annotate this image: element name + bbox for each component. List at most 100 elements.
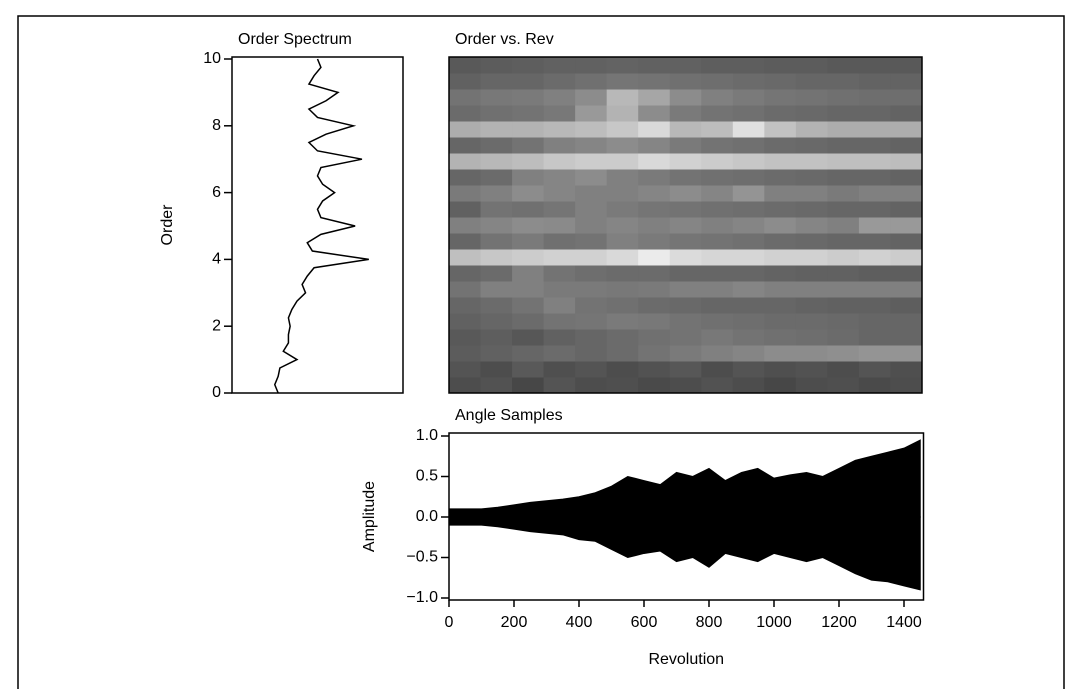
heat-cell bbox=[449, 329, 482, 346]
heat-cell bbox=[890, 217, 923, 234]
heat-cell bbox=[480, 121, 513, 138]
heat-cell bbox=[858, 281, 891, 298]
heat-cell bbox=[701, 121, 734, 138]
heat-cell bbox=[606, 233, 639, 250]
heat-cell bbox=[512, 89, 545, 106]
heat-cell bbox=[575, 201, 608, 218]
heat-cell bbox=[638, 377, 671, 394]
heat-cell bbox=[795, 249, 828, 266]
heat-cell bbox=[669, 329, 702, 346]
heat-cell bbox=[543, 265, 576, 282]
heat-cell bbox=[795, 233, 828, 250]
heat-cell bbox=[638, 345, 671, 362]
heat-cell bbox=[764, 345, 797, 362]
heat-cell bbox=[606, 329, 639, 346]
heat-cell bbox=[480, 137, 513, 154]
heat-cell bbox=[543, 217, 576, 234]
heat-cell bbox=[449, 57, 482, 74]
chart-title: Order Spectrum bbox=[238, 31, 352, 48]
heat-cell bbox=[480, 329, 513, 346]
y-tick-label: −1.0 bbox=[406, 589, 438, 606]
heat-cell bbox=[701, 281, 734, 298]
heat-cell bbox=[449, 265, 482, 282]
heat-cell bbox=[764, 313, 797, 330]
heat-cell bbox=[480, 169, 513, 186]
heat-cell bbox=[858, 105, 891, 122]
heat-cell bbox=[480, 297, 513, 314]
heat-cell bbox=[764, 153, 797, 170]
heat-cell bbox=[575, 137, 608, 154]
heat-cell bbox=[827, 281, 860, 298]
heat-cell bbox=[764, 121, 797, 138]
heat-cell bbox=[827, 313, 860, 330]
heat-cell bbox=[512, 121, 545, 138]
heat-cell bbox=[575, 265, 608, 282]
heat-cell bbox=[669, 377, 702, 394]
heat-cell bbox=[890, 73, 923, 90]
heat-cell bbox=[543, 297, 576, 314]
heat-cell bbox=[512, 281, 545, 298]
heat-cell bbox=[606, 105, 639, 122]
heat-cell bbox=[701, 345, 734, 362]
heat-cell bbox=[764, 377, 797, 394]
heat-cell bbox=[827, 377, 860, 394]
heat-cell bbox=[638, 121, 671, 138]
chart-title: Angle Samples bbox=[455, 407, 563, 424]
heat-cell bbox=[480, 57, 513, 74]
heat-cell bbox=[858, 121, 891, 138]
heat-cell bbox=[701, 185, 734, 202]
heat-cell bbox=[858, 377, 891, 394]
heat-cell bbox=[890, 313, 923, 330]
heat-cell bbox=[480, 281, 513, 298]
y-tick-label: −0.5 bbox=[406, 549, 438, 566]
heat-cell bbox=[827, 137, 860, 154]
heat-cell bbox=[480, 89, 513, 106]
heat-cell bbox=[606, 185, 639, 202]
heat-cell bbox=[638, 233, 671, 250]
x-tick-label: 200 bbox=[501, 614, 528, 631]
heat-cell bbox=[543, 201, 576, 218]
heat-cell bbox=[480, 233, 513, 250]
heat-cell bbox=[827, 185, 860, 202]
heat-cell bbox=[606, 281, 639, 298]
heat-cell bbox=[764, 281, 797, 298]
heat-cell bbox=[858, 153, 891, 170]
heat-cell bbox=[480, 361, 513, 378]
y-tick-label: 2 bbox=[212, 317, 221, 334]
heat-cell bbox=[764, 249, 797, 266]
heat-cell bbox=[575, 233, 608, 250]
heat-cell bbox=[701, 169, 734, 186]
heat-cell bbox=[480, 313, 513, 330]
heat-cell bbox=[606, 153, 639, 170]
heat-cell bbox=[858, 361, 891, 378]
heat-cell bbox=[858, 313, 891, 330]
heat-cell bbox=[795, 361, 828, 378]
heat-cell bbox=[512, 361, 545, 378]
heat-cell bbox=[512, 313, 545, 330]
heat-cell bbox=[669, 137, 702, 154]
envelope bbox=[448, 439, 921, 518]
spectrum-line bbox=[273, 58, 369, 394]
heat-cell bbox=[732, 57, 765, 74]
y-tick-label: 0.0 bbox=[416, 508, 438, 525]
y-axis-label: Amplitude bbox=[361, 481, 378, 552]
heat-cell bbox=[575, 361, 608, 378]
heat-cell bbox=[890, 345, 923, 362]
heat-cell bbox=[638, 361, 671, 378]
heat-cell bbox=[732, 121, 765, 138]
heat-cell bbox=[543, 329, 576, 346]
heat-cell bbox=[638, 57, 671, 74]
heat-cell bbox=[795, 153, 828, 170]
heat-cell bbox=[606, 345, 639, 362]
heat-cell bbox=[827, 265, 860, 282]
heat-cell bbox=[701, 137, 734, 154]
heat-cell bbox=[732, 361, 765, 378]
heat-cell bbox=[512, 185, 545, 202]
heat-cell bbox=[795, 169, 828, 186]
heat-cell bbox=[890, 137, 923, 154]
heat-cell bbox=[890, 377, 923, 394]
envelope bbox=[448, 516, 921, 591]
heat-cell bbox=[480, 265, 513, 282]
heat-cell bbox=[606, 249, 639, 266]
heat-cell bbox=[701, 249, 734, 266]
